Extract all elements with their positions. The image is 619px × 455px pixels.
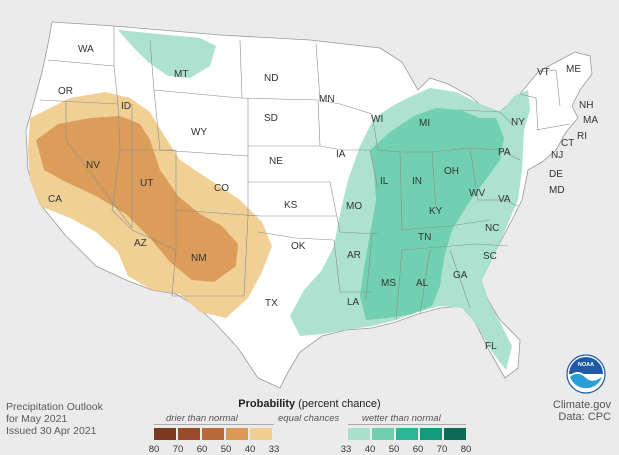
state-label-tx: TX	[265, 298, 278, 309]
state-label-in: IN	[412, 176, 422, 187]
state-label-wv: WV	[469, 188, 485, 199]
state-label-ok: OK	[291, 241, 306, 252]
outlook-period: for May 2021	[6, 413, 68, 425]
swatch-wet-70	[420, 428, 442, 440]
legend-tick: 33	[340, 444, 352, 455]
outlook-issued: Issued 30 Apr 2021	[6, 425, 97, 437]
state-label-ca: CA	[48, 194, 62, 205]
state-label-az: AZ	[134, 238, 147, 249]
state-label-de: DE	[549, 169, 563, 180]
state-label-nm: NM	[191, 253, 207, 264]
state-label-nc: NC	[485, 223, 499, 234]
legend-tick: 33	[268, 444, 280, 455]
state-label-id: ID	[121, 101, 131, 112]
state-label-wa: WA	[78, 44, 94, 55]
state-label-ks: KS	[284, 200, 298, 211]
state-label-ga: GA	[453, 270, 468, 281]
state-label-ut: UT	[140, 178, 153, 189]
state-label-ky: KY	[429, 206, 443, 217]
legend-wetter-rule	[348, 424, 466, 425]
legend-drier-rule	[154, 424, 274, 425]
state-label-ri: RI	[577, 131, 587, 142]
state-label-nj: NJ	[551, 150, 563, 161]
state-label-ia: IA	[336, 149, 346, 160]
credit-site: Climate.gov	[552, 399, 611, 411]
dry-40-50-region	[36, 116, 238, 282]
probability-legend: Probability (percent chance) drier than …	[149, 398, 472, 455]
state-label-sd: SD	[264, 113, 278, 124]
state-label-ms: MS	[381, 278, 396, 289]
swatch-dry-60	[202, 428, 224, 440]
svg-text:NOAA: NOAA	[578, 362, 594, 368]
credit-data: Data: CPC	[558, 411, 611, 423]
legend-drier-label: drier than normal	[166, 413, 238, 424]
state-label-ar: AR	[347, 250, 361, 261]
state-label-nd: ND	[264, 73, 278, 84]
state-label-va: VA	[498, 194, 511, 205]
state-label-sc: SC	[483, 251, 497, 262]
precipitation-outlook-map	[25, 21, 593, 389]
swatch-dry-80	[154, 428, 176, 440]
credits: Climate.gov Data: CPC	[553, 399, 611, 423]
legend-tick: 60	[412, 444, 424, 455]
legend-tick: 70	[436, 444, 448, 455]
state-borders	[39, 26, 571, 321]
legend-tick: 80	[460, 444, 472, 455]
state-label-pa: PA	[498, 147, 511, 158]
swatch-wet-80	[444, 428, 466, 440]
legend-tick: 50	[388, 444, 400, 455]
swatch-wet-60	[396, 428, 418, 440]
swatch-dry-40	[250, 428, 272, 440]
state-label-il: IL	[380, 176, 389, 187]
state-label-md: MD	[549, 185, 565, 196]
swatch-wet-50	[372, 428, 394, 440]
noaa-logo: NOAA	[566, 354, 606, 394]
state-label-mi: MI	[419, 118, 430, 129]
swatch-dry-70	[178, 428, 200, 440]
swatch-wet-40	[348, 428, 370, 440]
wet-mt-region	[118, 30, 216, 78]
state-label-co: CO	[214, 183, 229, 194]
state-label-mo: MO	[346, 201, 362, 212]
legend-tick: 40	[364, 444, 376, 455]
state-label-wy: WY	[191, 127, 207, 138]
legend-tick: 70	[172, 444, 184, 455]
outlook-title: Precipitation Outlook	[6, 401, 103, 413]
outlook-caption: Precipitation Outlook for May 2021 Issue…	[6, 401, 103, 437]
state-label-al: AL	[416, 278, 429, 289]
state-label-vt: VT	[537, 67, 550, 78]
state-label-nv: NV	[86, 160, 100, 171]
legend-tick: 50	[220, 444, 232, 455]
state-label-oh: OH	[444, 166, 459, 177]
state-labels: WA OR CA ID NV UT AZ MT WY CO NM ND SD N…	[48, 44, 598, 352]
state-label-ny: NY	[511, 117, 525, 128]
state-label-ma: MA	[583, 115, 598, 126]
state-label-ne: NE	[269, 156, 283, 167]
legend-tick: 60	[196, 444, 208, 455]
state-label-ct: CT	[561, 138, 574, 149]
state-label-mn: MN	[319, 94, 335, 105]
legend-equal-label: equal chances	[278, 413, 340, 424]
swatch-dry-50	[226, 428, 248, 440]
state-label-nh: NH	[579, 100, 593, 111]
legend-wetter-label: wetter than normal	[362, 413, 441, 424]
state-label-mt: MT	[174, 69, 188, 80]
state-label-la: LA	[347, 297, 360, 308]
state-label-me: ME	[566, 64, 581, 75]
legend-tick: 80	[148, 444, 160, 455]
state-label-wi: WI	[371, 114, 383, 125]
state-label-tn: TN	[418, 232, 431, 243]
legend-title: Probability (percent chance)	[238, 398, 381, 410]
state-label-fl: FL	[485, 341, 497, 352]
legend-tick: 40	[244, 444, 256, 455]
wet-40-50-region	[360, 108, 504, 320]
state-label-or: OR	[58, 86, 73, 97]
